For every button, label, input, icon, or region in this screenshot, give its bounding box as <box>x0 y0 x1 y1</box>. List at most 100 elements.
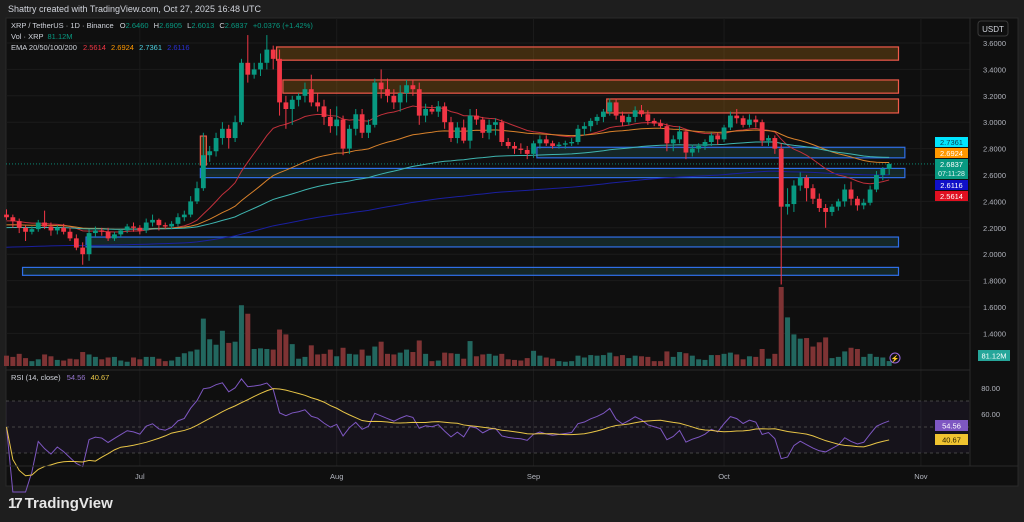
volume-bar <box>23 358 29 366</box>
candle-down <box>137 227 143 231</box>
tradingview-logo[interactable]: 17 TradingView <box>8 495 113 512</box>
candle-down <box>429 109 435 112</box>
volume-bar <box>829 358 835 366</box>
candle-up <box>54 227 60 231</box>
time-tick-label: Oct <box>718 472 731 481</box>
candle-up <box>493 122 498 125</box>
candle-down <box>73 238 79 248</box>
candle-down <box>245 62 251 75</box>
candle-down <box>385 89 390 96</box>
volume-bar <box>689 355 695 366</box>
candle-down <box>740 118 746 125</box>
volume-bar <box>785 317 791 366</box>
volume-bar <box>721 353 727 366</box>
volume-bar <box>645 356 651 366</box>
ema100-line <box>6 141 890 230</box>
volume-bar <box>804 338 810 366</box>
candle-up <box>220 128 225 139</box>
volume-bar <box>842 351 848 366</box>
candle-down <box>416 89 422 116</box>
svg-text:81.12M: 81.12M <box>981 352 1006 361</box>
ema100-badge <box>935 137 968 147</box>
currency-button[interactable] <box>977 20 1009 37</box>
candle-down <box>505 142 511 146</box>
candle-up <box>842 189 848 202</box>
candle-down <box>480 119 486 133</box>
volume-bar <box>696 359 702 366</box>
volume-bar <box>594 355 600 366</box>
candle-up <box>150 219 155 223</box>
candle-down <box>48 226 54 231</box>
svg-text:2.6116: 2.6116 <box>940 181 962 190</box>
candle-down <box>816 198 822 208</box>
volume-bar <box>854 348 860 366</box>
volume-bar <box>105 357 111 366</box>
candle-down <box>156 219 162 226</box>
volume-bar <box>353 354 359 366</box>
volume-bar <box>664 351 670 366</box>
volume-bar <box>632 355 638 366</box>
volume-bar <box>531 350 537 366</box>
volume-bar <box>232 341 238 366</box>
volume-bar <box>778 287 784 366</box>
candle-down <box>823 208 829 212</box>
svg-text:2.6837: 2.6837 <box>940 160 963 169</box>
volume-bar <box>543 357 549 366</box>
candle-down <box>378 82 384 90</box>
volume-bar <box>10 356 16 366</box>
candle-up <box>689 148 695 153</box>
volume-bar <box>99 359 105 366</box>
volume-bar <box>372 346 378 366</box>
volume-bar <box>48 356 54 366</box>
candle-up <box>632 110 638 117</box>
candle-up <box>435 106 441 112</box>
volume-bar <box>740 359 746 366</box>
candle-down <box>162 225 168 227</box>
volume-bar <box>365 355 371 366</box>
candle-up <box>886 163 892 169</box>
lightning-icon[interactable] <box>889 352 901 364</box>
candle-up <box>169 223 174 227</box>
candle-up <box>334 119 340 127</box>
volume-bar <box>150 356 156 366</box>
volume-bar <box>296 358 302 366</box>
candle-up <box>258 62 263 70</box>
volume-bar <box>835 356 841 366</box>
candle-down <box>753 119 759 123</box>
price-tick-label: 3.4000 <box>983 65 1006 74</box>
bar-countdown: 07:11:28 <box>938 171 965 178</box>
volume-bar <box>213 344 219 366</box>
volume-bar <box>880 357 886 366</box>
price-axis[interactable]: 3.6000 3.4000 3.2000 3.0000 2.8000 2.6000 2.40… <box>981 39 1006 419</box>
candle-up <box>791 185 797 205</box>
tradingview-mark-icon: 17 <box>8 495 23 512</box>
rsi-ma-badge <box>935 434 968 445</box>
volume-bar <box>334 356 340 366</box>
candle-down <box>391 95 397 103</box>
candle-up <box>118 230 124 235</box>
candle-up <box>35 222 41 230</box>
volume-bar <box>29 361 35 366</box>
volume-bar <box>766 358 771 366</box>
candle-up <box>867 189 873 203</box>
candle-up <box>594 116 600 121</box>
volume-bar <box>867 353 873 366</box>
time-axis[interactable]: Jul Aug Sep Oct Nov <box>135 472 928 481</box>
candle-down <box>327 116 333 127</box>
legend-rsi: RSI (14, close) 54.56 40.67 <box>11 373 109 382</box>
volume-bar <box>550 358 556 366</box>
volume-bar <box>270 349 276 366</box>
volume-bar <box>791 334 797 366</box>
candle-up <box>575 128 581 142</box>
volume-bar <box>327 349 333 366</box>
candle-up <box>747 119 752 125</box>
ema200-line <box>6 170 890 248</box>
volume-bar <box>873 356 879 366</box>
close-value: 2.6837 <box>225 21 248 30</box>
candle-up <box>785 204 790 207</box>
volume-bar <box>277 329 283 366</box>
candle-up <box>569 142 575 144</box>
candle-up <box>766 138 771 141</box>
time-tick-label: Aug <box>330 472 343 481</box>
